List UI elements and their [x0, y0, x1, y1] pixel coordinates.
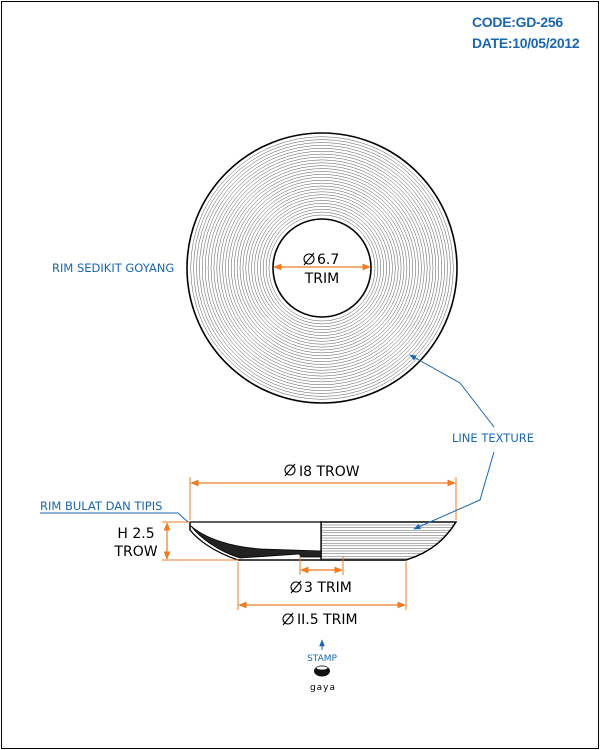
- texture-ring: [236, 182, 408, 354]
- top-view-plate: [186, 132, 458, 404]
- texture-ring: [216, 162, 428, 374]
- section-view: [189, 521, 458, 561]
- texture-ring: [239, 185, 405, 351]
- texture-ring: [222, 168, 422, 368]
- inner-diameter-dimension: 6.7 TRIM: [273, 252, 371, 287]
- height-note: TROW: [113, 544, 157, 560]
- texture-ring: [210, 156, 434, 380]
- section-texture: [321, 524, 456, 560]
- texture-ring: [219, 165, 425, 371]
- logo-text: gaya: [310, 683, 336, 693]
- stamp-callout: STAMP gaya: [307, 639, 337, 693]
- texture-ring: [193, 139, 451, 397]
- diameter-symbol-icon: [284, 463, 296, 477]
- texture-ring: [242, 188, 402, 348]
- texture-ring: [204, 150, 440, 386]
- drawing-code: CODE:GD-256: [472, 14, 563, 30]
- texture-ring: [231, 177, 413, 359]
- texture-ring: [268, 214, 376, 322]
- texture-ring: [207, 153, 437, 383]
- texture-ring: [199, 145, 445, 391]
- note-rim-sedikit-goyang: RIM SEDIKIT GOYANG: [52, 261, 174, 275]
- note-rim-bulat-dan-tipis: RIM BULAT DAN TIPIS: [40, 499, 162, 513]
- texture-ring: [196, 142, 448, 394]
- gaya-logo-icon: gaya: [310, 665, 336, 693]
- texture-ring: [225, 171, 419, 365]
- texture-ring: [245, 191, 399, 345]
- texture-ring: [228, 174, 416, 362]
- texture-ring: [213, 159, 431, 377]
- stamp-label: STAMP: [307, 654, 337, 664]
- leader-line-texture-section: [413, 451, 495, 530]
- section-cut-wall: [190, 525, 322, 559]
- hole-diameter-dimension: 3 TRIM: [290, 556, 352, 596]
- foot-diameter-label: II.5 TRIM: [297, 612, 358, 628]
- diameter-symbol-icon: [282, 612, 294, 626]
- texture-ring: [262, 208, 382, 328]
- height-dimension: H 2.5 TROW: [113, 521, 238, 561]
- overall-diameter-dimension: I8 TROW: [189, 463, 457, 520]
- foot-diameter-dimension: II.5 TRIM: [237, 562, 407, 628]
- inner-diameter-value: 6.7: [317, 252, 339, 268]
- title-block: CODE:GD-256 DATE:10/05/2012: [472, 12, 580, 54]
- texture-ring: [251, 197, 393, 339]
- texture-ring: [202, 148, 442, 388]
- texture-ring: [248, 194, 396, 342]
- overall-diameter-label: I8 TROW: [299, 464, 360, 480]
- texture-ring: [265, 211, 379, 325]
- diameter-symbol-icon: [303, 252, 315, 266]
- texture-ring: [260, 206, 384, 330]
- inner-hole: [272, 218, 372, 318]
- texture-ring: [190, 136, 454, 400]
- hole-diameter-label: 3 TRIM: [304, 580, 352, 596]
- note-line-texture: LINE TEXTURE: [452, 431, 534, 445]
- inner-diameter-note: TRIM: [304, 271, 340, 287]
- line-texture-rings: [190, 136, 454, 400]
- diameter-symbol-icon: [290, 580, 302, 594]
- leader-rim-bulat: [40, 512, 189, 523]
- texture-ring: [257, 203, 387, 333]
- height-value: H 2.5: [117, 526, 154, 542]
- leader-line-texture-top: [409, 354, 495, 428]
- texture-ring: [233, 179, 411, 357]
- texture-ring: [254, 200, 390, 336]
- drawing-date: DATE:10/05/2012: [472, 35, 580, 51]
